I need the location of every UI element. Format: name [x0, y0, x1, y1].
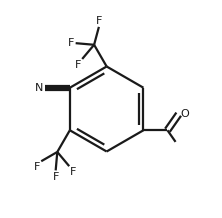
Text: F: F	[96, 16, 102, 26]
Text: F: F	[68, 38, 75, 48]
Text: N: N	[35, 83, 44, 93]
Text: O: O	[180, 109, 189, 119]
Text: F: F	[75, 60, 81, 70]
Text: F: F	[52, 172, 59, 182]
Text: F: F	[70, 167, 76, 177]
Text: F: F	[34, 162, 41, 172]
